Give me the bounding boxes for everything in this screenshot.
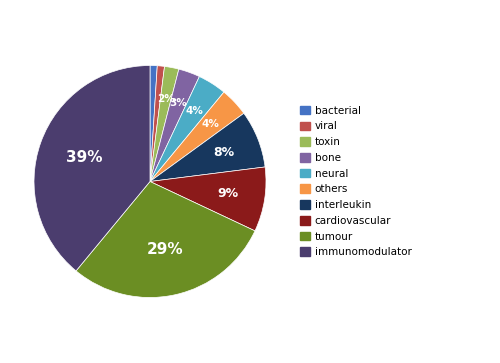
Wedge shape bbox=[150, 69, 200, 182]
Legend: bacterial, viral, toxin, bone, neural, others, interleukin, cardiovascular, tumo: bacterial, viral, toxin, bone, neural, o… bbox=[300, 106, 412, 257]
Text: 4%: 4% bbox=[202, 119, 220, 129]
Wedge shape bbox=[150, 66, 179, 182]
Wedge shape bbox=[150, 65, 158, 182]
Wedge shape bbox=[34, 65, 150, 271]
Text: 2%: 2% bbox=[157, 94, 174, 105]
Wedge shape bbox=[150, 167, 266, 231]
Wedge shape bbox=[150, 77, 224, 182]
Wedge shape bbox=[76, 182, 255, 298]
Text: 8%: 8% bbox=[213, 146, 234, 159]
Wedge shape bbox=[150, 92, 244, 182]
Wedge shape bbox=[150, 113, 265, 182]
Text: 39%: 39% bbox=[66, 150, 103, 166]
Text: 29%: 29% bbox=[147, 242, 184, 257]
Text: 9%: 9% bbox=[218, 187, 238, 200]
Text: 3%: 3% bbox=[170, 98, 187, 108]
Wedge shape bbox=[150, 66, 164, 182]
Text: 4%: 4% bbox=[186, 106, 204, 116]
